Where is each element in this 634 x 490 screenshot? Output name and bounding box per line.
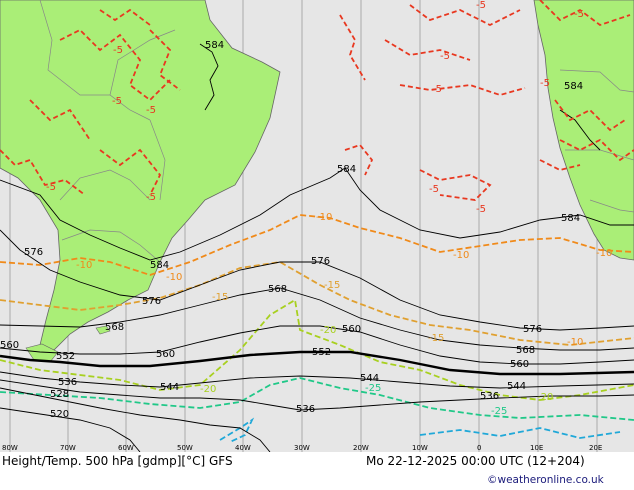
height-label: 568 [105,322,124,333]
height-label: 544 [507,381,526,392]
temp-label: -5 [432,84,442,95]
height-label: 560 [510,359,529,370]
height-label: 576 [523,324,542,335]
forecast-datetime: Mo 22-12-2025 00:00 UTC (12+204) [366,454,585,468]
height-contour-576 [0,229,634,331]
height-contour-560 [0,325,634,365]
height-label: 584 [337,164,356,175]
height-label: 576 [142,296,161,307]
coast-detail [199,43,219,111]
lon-tick-label: 10W [412,444,428,452]
height-label: 544 [360,373,379,384]
temp-label: -5 [476,204,486,215]
temp-label: -5 [146,105,156,116]
temp-label: -15 [212,292,228,303]
temp-label: -5 [113,45,123,56]
height-contour-552 [0,350,634,376]
height-label: 584 [564,81,583,92]
height-label: 552 [56,351,75,362]
height-label: 568 [516,345,535,356]
temp-label: -10 [166,272,182,283]
temp-label: -20 [320,325,336,336]
height-label: 536 [480,391,499,402]
height-contour-528 [0,387,271,452]
temp-label: -10 [596,248,612,259]
temp-label: -20 [537,392,553,403]
temp-label: -5 [476,0,486,11]
height-label: 584 [150,260,169,271]
height-label: 528 [50,389,69,400]
height-label: 560 [342,324,361,335]
temp-label: -10 [453,250,469,261]
lon-tick-label: 30W [294,444,310,452]
height-label: 560 [0,340,19,351]
temp-labels: -5 -5 -5 -5 -5 -5 -5 -5 -5 -5 -5 -5 -10 … [46,0,612,417]
temp-label: -15 [324,280,340,291]
lon-tick-label: 20E [589,444,602,452]
footer-bar [0,452,634,490]
height-contour-544 [0,371,634,389]
temp-label: -10 [76,260,92,271]
lon-tick-label: 50W [177,444,193,452]
lon-tick-label: 70W [60,444,76,452]
lon-tick-label: 60W [118,444,134,452]
height-label: 576 [24,247,43,258]
coast-detail-africa [559,109,601,151]
temp-label: -5 [146,192,156,203]
temp-label: -25 [491,406,507,417]
temp-contours-minus5 [0,0,634,201]
height-contours [0,167,634,452]
temp-contour-minus30 [219,417,621,443]
height-label: 544 [160,382,179,393]
lon-tick-label: 40W [235,444,251,452]
temp-label: -5 [440,51,450,62]
temp-label: -5 [112,96,122,107]
temp-contour-minus15 [0,261,634,346]
height-contour-536 [0,379,634,411]
longitude-axis: 80W 70W 60W 50W 40W 30W 20W 10W 0 10E 20… [2,444,602,452]
temp-contour-minus20 [0,298,634,401]
temp-label: -5 [429,184,439,195]
height-label: 584 [205,40,224,51]
land-africa [533,0,634,261]
map-title: Height/Temp. 500 hPa [gdmp][°C] GFS [2,454,233,468]
lon-tick-label: 10E [530,444,543,452]
temp-label: -5 [574,9,584,20]
height-labels: 584 584 584 584 584 576 576 576 576 568 … [0,40,583,420]
lon-tick-label: 80W [2,444,18,452]
temp-label: -10 [316,212,332,223]
height-contour-568 [0,287,634,351]
lon-tick-label: 20W [353,444,369,452]
temp-label: -20 [200,384,216,395]
map-canvas: 584 584 584 584 584 576 576 576 576 568 … [0,0,634,452]
temp-label: -25 [365,383,381,394]
site-credit: ©weatheronline.co.uk [487,474,604,486]
height-label: 552 [312,347,331,358]
land-falklands [95,325,111,335]
temp-label: -15 [428,333,444,344]
height-contour-584 [0,167,634,261]
height-label: 536 [296,404,315,415]
temp-label: -5 [46,182,56,193]
height-label: 576 [311,256,330,267]
height-label: 560 [156,349,175,360]
temp-label: -10 [567,337,583,348]
height-contour-520 [0,407,141,452]
height-label: 520 [50,409,69,420]
temp-contour-minus25 [0,377,634,421]
temp-contour-minus10 [0,214,634,276]
height-label: 536 [58,377,77,388]
height-label: 584 [561,213,580,224]
land-tierra-del-fuego [25,343,59,363]
height-label: 568 [268,284,287,295]
lon-tick-label: 0 [477,444,481,452]
temp-label: -5 [540,78,550,89]
